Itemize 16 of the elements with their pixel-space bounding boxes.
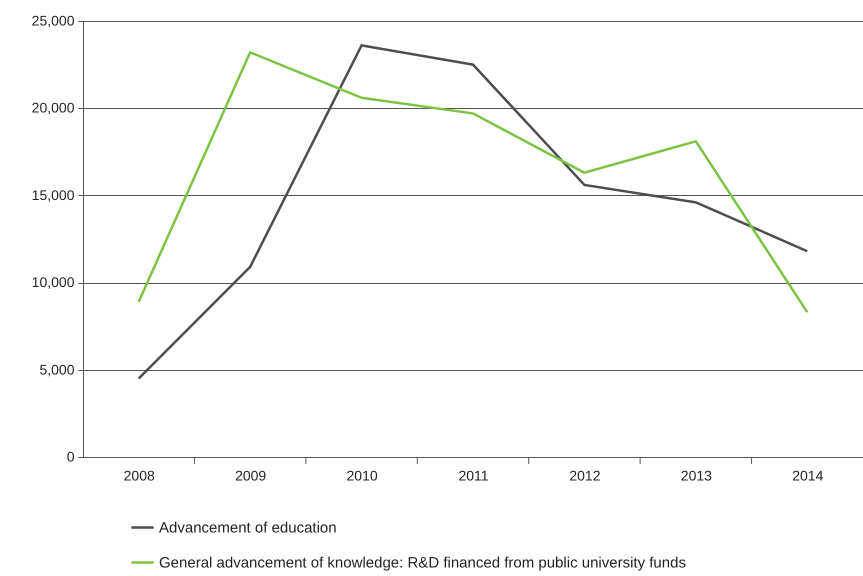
y-tick-label: 0	[66, 448, 75, 464]
legend-label: Advancement of education	[159, 520, 337, 536]
y-tick-label: 20,000	[32, 100, 75, 116]
x-tick-label: 2011	[458, 468, 489, 484]
x-tick-label: 2009	[235, 468, 266, 484]
line-series	[137, 51, 809, 314]
y-tick-label: 25,000	[32, 12, 75, 28]
x-tick-label: 2014	[792, 468, 824, 484]
y-tick-label: 15,000	[32, 186, 75, 203]
y-tick-label: 10,000	[32, 274, 75, 290]
y-tick-label: 5,000	[39, 361, 75, 378]
x-tick-label: 2008	[124, 468, 155, 484]
x-tick-label: 2012	[569, 468, 601, 484]
legend-label: General advancement of knowledge: R&D financed from public university funds	[159, 554, 686, 572]
x-tick-label: 2010	[346, 468, 378, 484]
x-tick-label: 2013	[680, 468, 712, 484]
